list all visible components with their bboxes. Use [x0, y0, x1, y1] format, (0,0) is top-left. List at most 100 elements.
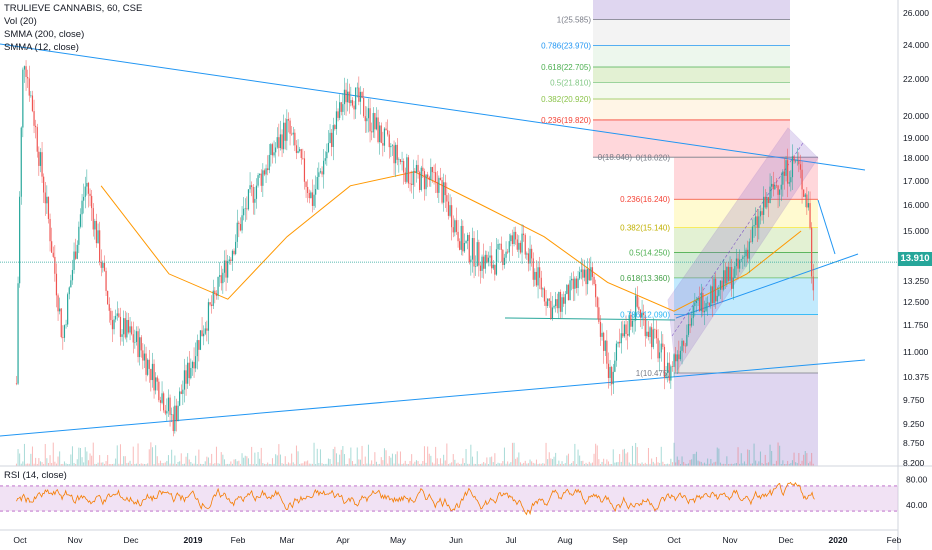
volume-bar: [796, 463, 798, 466]
candle-body: [399, 159, 402, 163]
candle-body: [534, 271, 536, 280]
candle-body: [366, 118, 368, 122]
volume-bar: [646, 463, 648, 466]
volume-bar: [779, 445, 781, 466]
candle-body: [470, 259, 472, 263]
candle-body: [652, 329, 654, 348]
volume-bar: [236, 461, 238, 466]
candle-body: [419, 172, 421, 190]
projection-line[interactable]: [817, 199, 836, 255]
smma-200-legend[interactable]: SMMA (200, close): [4, 29, 85, 40]
volume-bar: [606, 459, 608, 466]
candle-body: [308, 192, 310, 199]
upper-trend-line[interactable]: [0, 43, 866, 171]
volume-bar: [255, 463, 257, 466]
candle-body: [676, 354, 678, 362]
volume-bar: [94, 463, 96, 466]
candle-body: [422, 167, 424, 172]
price-axis[interactable]: 26.000 24.000 22.000 20.000 19.000 18.000 17.0…: [903, 8, 929, 468]
lower-trend-line[interactable]: [0, 359, 866, 437]
price-channel[interactable]: [667, 127, 819, 374]
candle-body: [223, 260, 226, 273]
volume-bar: [211, 453, 213, 466]
volume-bar: [363, 463, 365, 466]
time-tick-label: Feb: [231, 535, 246, 545]
candle-body: [615, 343, 618, 361]
candle-body: [81, 200, 83, 215]
volume-bar: [334, 446, 336, 466]
candle-body: [556, 299, 558, 309]
candle-body: [694, 303, 696, 307]
candle-body: [89, 193, 91, 196]
volume-bar: [467, 463, 469, 466]
candle-body: [319, 171, 322, 173]
candle-body: [638, 306, 640, 310]
volume-legend[interactable]: Vol (20): [4, 16, 37, 27]
volume-bar: [305, 461, 307, 466]
volume-bar: [559, 463, 561, 466]
candle-body: [353, 105, 355, 110]
candle-body: [292, 132, 294, 135]
candle-body: [374, 113, 376, 130]
volume-bar: [353, 463, 355, 466]
volume-bar: [161, 463, 163, 466]
candle-body: [259, 173, 261, 176]
candle-body: [33, 111, 35, 126]
volume-bar: [387, 463, 389, 466]
candle-body: [356, 87, 358, 89]
candle-body: [599, 321, 602, 337]
candle-body: [622, 333, 624, 337]
candle-body: [774, 185, 776, 190]
volume-bar: [492, 462, 494, 466]
volume-bar: [403, 463, 405, 466]
volume-bar: [358, 459, 360, 466]
candle-body: [740, 258, 742, 260]
candle-body: [692, 306, 694, 319]
candle-body: [219, 275, 221, 277]
candle-body: [801, 169, 803, 190]
volume-bar: [604, 463, 606, 466]
volume-bar: [156, 456, 158, 466]
symbol-title[interactable]: TRULIEVE CANNABIS, 60, CSE: [4, 3, 143, 14]
volume-bar: [449, 463, 451, 466]
candle-body: [315, 189, 317, 195]
rsi-legend[interactable]: RSI (14, close): [4, 470, 67, 481]
candle-body: [731, 267, 733, 289]
volume-bar: [139, 463, 141, 466]
candle-body: [571, 278, 573, 281]
volume-bar: [414, 461, 416, 466]
candle-body: [595, 284, 597, 298]
candle-body: [38, 151, 40, 166]
volume-bar: [294, 463, 296, 466]
price-tick-label: 15.000: [903, 226, 929, 236]
candle-body: [179, 391, 181, 406]
candle-body: [475, 266, 477, 267]
volume-bar: [529, 459, 531, 466]
volume-bar: [78, 447, 80, 466]
volume-bar: [315, 463, 317, 466]
rsi-band: [0, 485, 898, 512]
candle-body: [766, 197, 768, 208]
volume-bar: [627, 452, 629, 466]
volume-bar: [313, 442, 315, 466]
volume-bar: [582, 460, 584, 466]
volume-bar: [425, 462, 427, 466]
volume-bar: [593, 453, 595, 466]
volume-bar: [86, 451, 88, 466]
candle-body: [367, 108, 370, 119]
candle-body: [103, 262, 106, 271]
candle-body: [803, 189, 805, 197]
candle-body: [108, 304, 110, 311]
candle-body: [215, 293, 218, 296]
candle-body: [135, 331, 138, 343]
time-axis[interactable]: Oct Nov Dec 2019 Feb Mar Apr May Jun Jul Aug Sep Oct…: [13, 535, 901, 545]
smma-12-legend[interactable]: SMMA (12, close): [4, 42, 79, 53]
candle-body: [252, 186, 254, 203]
fib-zone: [674, 199, 818, 228]
candle-body: [364, 116, 366, 122]
candle-body: [70, 280, 72, 288]
candle-body: [23, 66, 26, 70]
volume-bar: [566, 455, 568, 466]
fibonacci-retracement[interactable]: [593, 0, 818, 466]
